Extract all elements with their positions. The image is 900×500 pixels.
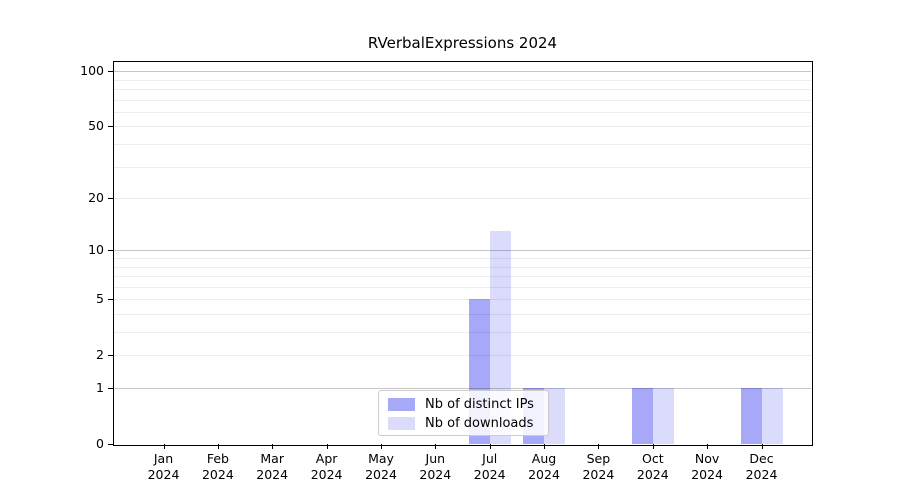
y-tick-label-100: 100 — [80, 63, 104, 79]
x-tick-month: Feb — [206, 451, 229, 466]
gridline-minor-9 — [114, 257, 811, 259]
x-tick-year: 2024 — [582, 466, 615, 482]
x-tick-month: Oct — [641, 451, 664, 466]
x-tick-mark-jul — [489, 444, 491, 449]
bar-downloads-aug — [544, 388, 565, 444]
x-tick-month: Aug — [531, 451, 557, 466]
legend: Nb of distinct IPs Nb of downloads — [378, 390, 549, 436]
legend-swatch-distinct-ips — [388, 398, 415, 411]
y-tick-label-10: 10 — [88, 242, 104, 258]
x-tick-mark-may — [381, 444, 382, 449]
x-tick-month: Nov — [694, 451, 720, 466]
gridline-minor-30 — [114, 166, 811, 168]
bar-downloads-dec — [761, 388, 783, 444]
x-tick-mark-apr — [326, 444, 328, 449]
y-tick-label-50: 50 — [88, 118, 104, 134]
x-tick-year: 2024 — [528, 466, 560, 482]
legend-label-distinct-ips: Nb of distinct IPs — [425, 397, 534, 412]
x-tick-month: Apr — [315, 451, 338, 466]
x-tick-label-may: May 2024 — [351, 451, 411, 482]
x-tick-month: Mar — [260, 451, 284, 466]
y-tick-mark-2 — [108, 355, 113, 357]
x-tick-mark-jan — [163, 444, 165, 449]
gridline-minor-7 — [114, 276, 811, 277]
y-tick-mark-50 — [108, 126, 113, 128]
x-tick-year: 2024 — [256, 466, 289, 482]
y-tick-mark-1 — [108, 388, 113, 389]
x-tick-mark-mar — [272, 444, 274, 449]
y-tick-mark-5 — [108, 299, 113, 301]
x-tick-month: Jun — [425, 451, 446, 466]
x-tick-mark-sep — [598, 444, 600, 449]
y-tick-label-0: 0 — [96, 436, 104, 451]
x-tick-year: 2024 — [745, 466, 778, 482]
gridline-minor-80 — [114, 88, 811, 90]
gridline-minor-20 — [114, 198, 811, 199]
x-tick-year: 2024 — [691, 466, 723, 482]
bar-distinct-ips-dec — [740, 388, 762, 444]
x-tick-label-oct: Oct 2024 — [623, 451, 683, 482]
y-tick-label-5: 5 — [96, 291, 104, 307]
x-tick-label-jan: Jan 2024 — [134, 451, 194, 482]
y-tick-mark-100 — [108, 71, 113, 73]
gridline-minor-2 — [114, 355, 811, 357]
x-tick-month: May — [368, 451, 394, 466]
gridline-minor-6 — [114, 286, 811, 288]
y-tick-label-2: 2 — [96, 347, 104, 363]
x-tick-month: Jul — [482, 451, 498, 466]
gridline-minor-5 — [114, 299, 811, 301]
x-tick-label-sep: Sep 2024 — [568, 451, 628, 482]
gridline-minor-70 — [114, 99, 811, 101]
gridline-minor-40 — [114, 143, 811, 145]
gridline-minor-8 — [114, 266, 811, 268]
x-tick-year: 2024 — [636, 466, 669, 482]
legend-swatch-downloads — [388, 417, 415, 430]
x-tick-mark-dec — [761, 444, 763, 449]
x-tick-label-feb: Feb 2024 — [188, 451, 248, 482]
x-tick-mark-feb — [217, 444, 219, 449]
legend-label-downloads: Nb of downloads — [425, 416, 534, 431]
x-tick-year: 2024 — [419, 466, 452, 482]
bar-downloads-oct — [652, 388, 674, 444]
x-tick-month: Sep — [586, 451, 611, 466]
gridline-major-100 — [114, 71, 811, 73]
y-tick-label-20: 20 — [88, 190, 104, 205]
legend-row-downloads: Nb of downloads — [379, 414, 548, 433]
x-tick-label-jul: Jul 2024 — [460, 451, 520, 482]
gridline-minor-50 — [114, 126, 811, 128]
gridline-minor-60 — [114, 111, 811, 113]
plot-area — [114, 62, 811, 444]
x-tick-label-aug: Aug 2024 — [514, 451, 574, 482]
x-tick-label-dec: Dec 2024 — [732, 451, 792, 482]
x-tick-year: 2024 — [365, 466, 397, 482]
legend-row-distinct-ips: Nb of distinct IPs — [379, 395, 548, 414]
chart-title: RVerbalExpressions 2024 — [367, 34, 558, 52]
y-tick-mark-20 — [108, 198, 113, 199]
x-tick-year: 2024 — [473, 466, 506, 482]
x-tick-year: 2024 — [201, 466, 234, 482]
x-tick-month: Dec — [749, 451, 774, 466]
x-tick-mark-jun — [435, 444, 437, 449]
x-tick-mark-nov — [707, 444, 709, 449]
x-tick-label-nov: Nov 2024 — [677, 451, 737, 482]
x-tick-mark-aug — [544, 444, 545, 449]
x-tick-year: 2024 — [310, 466, 343, 482]
gridline-minor-3 — [114, 332, 811, 333]
y-tick-mark-10 — [108, 250, 113, 252]
gridline-major-1 — [114, 388, 811, 389]
y-tick-mark-0 — [108, 444, 113, 445]
x-tick-label-jun: Jun 2024 — [405, 451, 465, 482]
gridline-minor-4 — [114, 313, 811, 315]
x-tick-year: 2024 — [147, 466, 180, 482]
gridline-minor-90 — [114, 79, 811, 81]
bar-distinct-ips-oct — [631, 388, 653, 444]
x-tick-label-mar: Mar 2024 — [242, 451, 302, 482]
y-tick-label-1: 1 — [96, 380, 104, 395]
x-tick-label-apr: Apr 2024 — [297, 451, 357, 482]
x-tick-month: Jan — [153, 451, 174, 466]
x-tick-mark-oct — [652, 444, 654, 449]
gridline-major-10 — [114, 250, 811, 252]
